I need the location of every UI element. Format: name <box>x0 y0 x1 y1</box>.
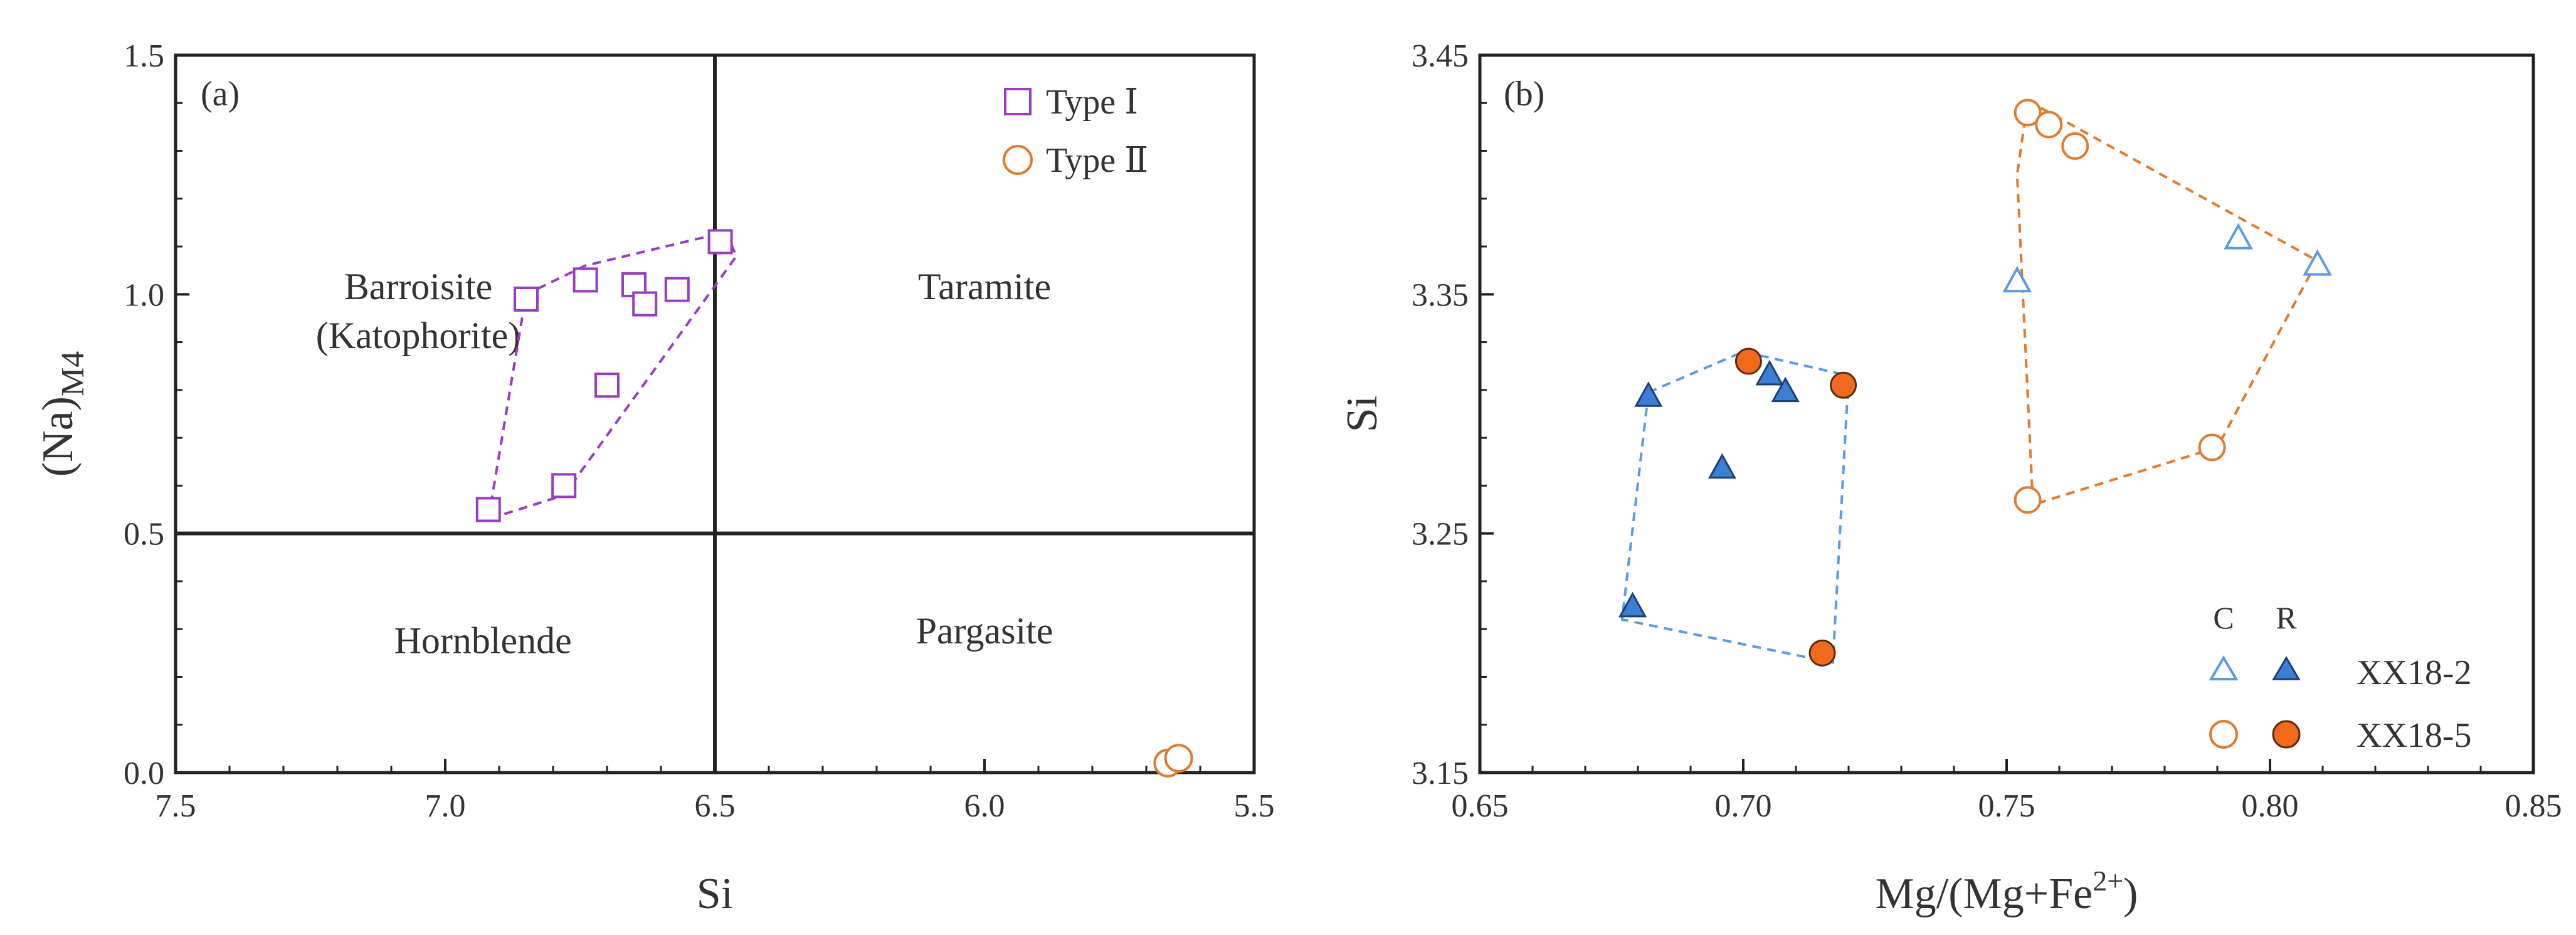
y-tick-label: 3.45 <box>1412 38 1469 74</box>
point-type-1 <box>707 229 733 255</box>
x-tick-label: 5.5 <box>1234 788 1275 824</box>
region-label-barroisite: Barroisite (Katophorite) <box>316 266 521 356</box>
point-xx18-2-r <box>1708 453 1736 479</box>
point-xx18-2-r <box>1618 591 1647 618</box>
y-tick-label: 3.35 <box>1412 277 1469 313</box>
point-xx18-2-c <box>2224 223 2253 250</box>
y-tick-label: 0.0 <box>124 756 164 791</box>
envelope-xx18-5 <box>2015 98 2320 507</box>
point-type-1 <box>664 277 690 302</box>
envelope-xx18-2 <box>1620 350 1850 665</box>
legend-label-type-2: Type Ⅱ <box>1046 141 1148 180</box>
panel-a-tag: (a) <box>201 75 240 114</box>
y-tick-label: 1.0 <box>124 277 164 313</box>
panel-a-dividers <box>176 55 1254 773</box>
point-type-1 <box>514 286 539 312</box>
point-xx18-2-r <box>1771 376 1800 403</box>
y-tick-label: 0.5 <box>124 517 164 552</box>
point-type-2 <box>1164 744 1193 773</box>
point-xx18-5-r <box>1734 347 1762 375</box>
panel-b-points <box>1618 98 2332 667</box>
legend-header-c: C <box>2213 600 2234 635</box>
panel-a-chart: 7.5 7.0 6.5 6.0 5.5 0.0 0.5 1.0 1.5 Barroisite (K… <box>34 38 1275 918</box>
point-xx18-5-r <box>1830 371 1857 399</box>
point-xx18-5-c <box>2061 132 2089 160</box>
panel-b-tag: (b) <box>1504 75 1544 114</box>
point-type-1 <box>632 291 658 317</box>
legend-marker-xx18-5-core <box>2209 720 2238 749</box>
panel-b-legend: C R XX18-2 XX18-5 <box>2209 600 2472 755</box>
y-tick-label: 3.15 <box>1412 756 1469 791</box>
y-tick-label: 1.5 <box>124 38 164 74</box>
point-type-1 <box>573 267 598 293</box>
panel-b-envelopes <box>1620 98 2320 665</box>
region-label-taramite: Taramite <box>918 266 1051 307</box>
x-tick-label: 0.65 <box>1452 788 1509 824</box>
point-xx18-2-r <box>1755 359 1784 386</box>
x-tick-label: 0.75 <box>1978 788 2035 824</box>
legend-marker-type-1 <box>1004 88 1032 115</box>
x-tick-label: 0.85 <box>2505 788 2562 824</box>
panel-a-x-axis-title: Si <box>697 870 733 918</box>
point-xx18-5-c <box>2014 98 2042 127</box>
point-xx18-5-c <box>2014 486 2042 514</box>
panel-b-y-axis-title: Si <box>1338 396 1386 432</box>
point-xx18-5-c <box>2035 110 2063 139</box>
point-xx18-5-r <box>1808 639 1836 667</box>
x-tick-label: 7.5 <box>156 788 196 824</box>
x-tick-label: 6.0 <box>964 788 1005 824</box>
legend-label-xx18-5: XX18-5 <box>2357 716 2472 755</box>
y-tick-label: 3.25 <box>1412 517 1469 552</box>
panel-b-chart: 0.65 0.70 0.75 0.80 0.85 3.15 3.25 3.35 3.45 (b)… <box>1338 38 2562 918</box>
panel-a-points <box>475 229 1193 778</box>
point-type-1 <box>551 473 577 499</box>
legend-marker-xx18-2-core <box>2209 655 2239 680</box>
legend-label-xx18-2: XX18-2 <box>2357 653 2472 692</box>
panel-b-ticks: 0.65 0.70 0.75 0.80 0.85 3.15 3.25 3.35 3.45 <box>1412 38 2562 824</box>
panel-a-y-axis-title: (Na)M4 <box>34 351 91 477</box>
panel-b-x-axis-title: Mg/(Mg+Fe2+) <box>1876 865 2138 918</box>
x-tick-label: 0.70 <box>1715 788 1772 824</box>
point-xx18-2-r <box>1634 381 1663 407</box>
x-tick-label: 0.80 <box>2242 788 2299 824</box>
legend-marker-xx18-5-rim <box>2272 720 2301 749</box>
point-xx18-2-c <box>2303 249 2332 276</box>
point-xx18-5-c <box>2198 433 2226 462</box>
point-type-1 <box>594 372 620 398</box>
point-type-1 <box>475 497 501 522</box>
region-label-pargasite: Pargasite <box>916 610 1053 652</box>
legend-marker-xx18-2-rim <box>2272 656 2301 680</box>
legend-marker-type-2 <box>1003 145 1033 175</box>
x-tick-label: 6.5 <box>695 788 736 824</box>
legend-header-r: R <box>2276 600 2297 635</box>
point-xx18-2-c <box>2002 266 2032 293</box>
panel-a-ticks: 7.5 7.0 6.5 6.0 5.5 0.0 0.5 1.0 1.5 <box>124 38 1275 824</box>
x-tick-label: 7.0 <box>425 788 466 824</box>
panel-a-region-labels: Barroisite (Katophorite) Taramite Hornblend… <box>316 266 1053 661</box>
region-label-hornblende: Hornblende <box>394 620 572 661</box>
panel-a-legend: Type Ⅰ Type Ⅱ <box>1003 83 1148 180</box>
legend-label-type-1: Type Ⅰ <box>1046 83 1138 122</box>
